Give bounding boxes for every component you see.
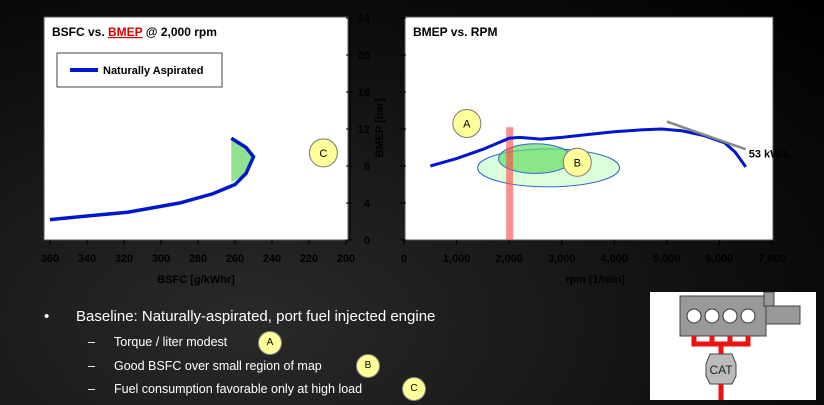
power-limit-label: 53 kW/L bbox=[749, 148, 791, 160]
bmep-x-tick-label: 2,000 bbox=[495, 253, 523, 265]
badge-a: A bbox=[258, 331, 282, 355]
y-tick-label: 4 bbox=[364, 198, 371, 210]
bsfc-chart: BSFC vs. BMEP @ 2,000 rpm Naturally Aspi… bbox=[41, 16, 355, 286]
engine-icon: CAT bbox=[679, 291, 801, 400]
bullet-list: • Baseline: Naturally-aspirated, port fu… bbox=[0, 300, 640, 405]
y-tick-label: 20 bbox=[358, 50, 370, 62]
bsfc-x-tick-label: 200 bbox=[337, 253, 355, 265]
bsfc-x-tick-label: 220 bbox=[300, 253, 318, 265]
badge-b: B bbox=[356, 354, 380, 378]
bmep-x-tick-label: 7,000 bbox=[758, 253, 786, 265]
shared-y-axis: 0 4 8 12 16 20 24 bbox=[346, 13, 371, 247]
bsfc-x-tick-label: 280 bbox=[189, 253, 207, 265]
bmep-x-tick-label: 0 bbox=[401, 253, 407, 265]
bmep-y-axis-label: BMEP [bar] bbox=[374, 98, 386, 157]
bmep-x-tick-label: 6,000 bbox=[706, 253, 734, 265]
bmep-annotation-b: B bbox=[562, 147, 592, 177]
badge-c: C bbox=[402, 377, 426, 401]
bsfc-x-tick-label: 340 bbox=[78, 253, 96, 265]
y-tick-label: 16 bbox=[358, 87, 370, 99]
power-limit-line bbox=[666, 120, 747, 151]
svg-text:C: C bbox=[319, 148, 327, 160]
bsfc-x-tick-label: 320 bbox=[115, 253, 133, 265]
svg-text:B: B bbox=[574, 157, 581, 169]
bsfc-x-tick-label: 240 bbox=[263, 253, 281, 265]
catalyst-label: CAT bbox=[709, 363, 733, 377]
engine-diagram: CAT bbox=[650, 291, 816, 400]
bsfc-x-tick-label: 300 bbox=[152, 253, 170, 265]
y-tick-label: 0 bbox=[364, 235, 370, 247]
y-tick-label: 12 bbox=[358, 124, 370, 136]
bsfc-series-line bbox=[49, 136, 256, 222]
rpm-2000-band bbox=[506, 127, 514, 240]
bmep-chart: BMEP vs. RPM BMEP [bar] 0 1,000 2,000 3,000… bbox=[374, 16, 791, 286]
bsfc-chart-title: BSFC vs. BMEP @ 2,000 rpm bbox=[52, 25, 217, 39]
bmep-x-tick-label: 3,000 bbox=[548, 253, 576, 265]
bmep-x-tick-label: 5,000 bbox=[653, 253, 681, 265]
y-tick-label: 8 bbox=[364, 161, 370, 173]
bmep-x-tick-label: 1,000 bbox=[443, 253, 471, 265]
bsfc-x-tick-label: 360 bbox=[41, 253, 59, 265]
bmep-x-axis-label: rpm [1/min] bbox=[565, 274, 625, 286]
bmep-chart-title: BMEP vs. RPM bbox=[413, 25, 497, 39]
bsfc-x-axis-label: BSFC [g/kWhr] bbox=[157, 274, 235, 286]
bsfc-plot-area bbox=[43, 16, 349, 241]
bsfc-x-tick-label: 260 bbox=[226, 253, 244, 265]
bsfc-legend-label: Naturally Aspirated bbox=[103, 65, 203, 77]
bmep-annotation-a: A bbox=[452, 108, 482, 138]
bmep-x-tick-label: 4,000 bbox=[601, 253, 629, 265]
svg-text:A: A bbox=[463, 118, 471, 130]
bsfc-annotation-c: C bbox=[308, 138, 338, 168]
bsfc-green-region bbox=[231, 138, 254, 183]
y-tick-label: 24 bbox=[358, 13, 371, 25]
